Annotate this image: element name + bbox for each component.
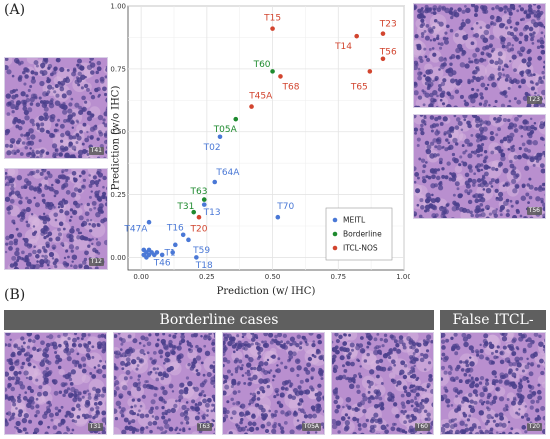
histology-image-t20: T20 <box>440 332 546 435</box>
false-itcl-nos-header: False ITCL-NOS <box>440 310 546 348</box>
data-point <box>275 214 281 220</box>
point-label: T23 <box>379 20 397 30</box>
image-tag-t63: T63 <box>196 423 212 431</box>
data-point <box>367 69 373 74</box>
data-point <box>173 242 178 248</box>
point-label: T31 <box>176 202 194 212</box>
y-axis-label: Prediction (w/o IHC) <box>111 86 122 191</box>
data-point <box>144 255 149 260</box>
image-tag-t41: T41 <box>88 147 104 155</box>
point-label: T70 <box>276 202 294 212</box>
point-label: T05A <box>213 125 238 135</box>
point-label: T20 <box>189 225 207 235</box>
legend: MEITL Borderline ITCL-NOS <box>325 207 393 261</box>
point-label: T13 <box>203 208 221 218</box>
image-tag-t12: T12 <box>88 258 104 266</box>
data-point <box>380 31 386 36</box>
histology-image-t31: T31 <box>4 332 107 435</box>
point-label: T16 <box>166 223 184 233</box>
x-axis-label: Prediction (w/ IHC) <box>217 286 316 297</box>
data-point <box>201 197 207 202</box>
data-point <box>380 56 386 62</box>
legend-entry: Borderline <box>343 230 382 239</box>
histology-image-t56: T56 <box>413 114 546 219</box>
data-point <box>194 255 199 260</box>
scatter-chart: 0.00 0.25 0.50 0.75 1.00 0.00 0.25 0.50 0.75 1.0… <box>110 3 410 298</box>
image-tag-t23: T23 <box>526 96 542 104</box>
histology-image-t12: T12 <box>4 168 108 270</box>
legend-entry: MEITL <box>343 216 366 225</box>
borderline-cases-header: Borderline cases <box>4 310 434 330</box>
histology-image-t41: T41 <box>4 57 108 159</box>
histology-image-t23: T23 <box>413 3 546 108</box>
panel-b-label: (B) <box>4 287 26 303</box>
x-tick-label: 0.50 <box>265 273 281 281</box>
image-tag-t20: T20 <box>526 423 542 431</box>
data-point <box>154 250 160 255</box>
point-label: T45A <box>248 91 273 101</box>
image-tag-t56: T56 <box>526 207 542 215</box>
y-tick-label: 1.00 <box>110 3 126 11</box>
data-point <box>159 252 165 258</box>
x-tick-label: 0.00 <box>133 273 149 281</box>
data-point <box>249 104 254 109</box>
legend-swatch <box>332 231 338 237</box>
histology-image-t60: T60 <box>331 332 434 435</box>
point-label: T68 <box>281 82 299 92</box>
data-point <box>278 74 283 79</box>
point-label: T1 <box>163 248 175 258</box>
point-label: T18 <box>195 261 213 271</box>
data-point <box>217 134 223 140</box>
legend-box <box>325 207 393 261</box>
data-point <box>186 237 191 243</box>
point-label: T47A <box>123 225 148 235</box>
image-tag-t31: T31 <box>87 423 103 431</box>
image-tag-t60: T60 <box>414 423 430 431</box>
x-tick-label: 0.75 <box>330 273 346 281</box>
data-points <box>141 26 386 260</box>
point-labels: T15 T23 T14 T56 T60 T68 T65 T45A T05A T02 T64A T63 T… <box>123 13 397 271</box>
x-tick-label: 0.25 <box>199 273 215 281</box>
point-label: T15 <box>263 13 281 23</box>
panel-a-label: (A) <box>4 2 26 18</box>
data-point <box>170 250 175 255</box>
data-point <box>270 69 275 74</box>
y-tick-label: 0.75 <box>110 65 126 73</box>
x-tick-label: 1.00 <box>396 273 410 281</box>
point-label: T59 <box>192 246 210 256</box>
y-tick-label: 0.00 <box>110 254 126 262</box>
histology-image-t05a: T05A <box>222 332 325 435</box>
data-point <box>212 179 218 185</box>
data-point <box>180 232 186 238</box>
point-label: T56 <box>379 47 397 57</box>
data-point <box>191 209 197 215</box>
y-tick-labels: 0.00 0.25 0.50 0.75 1.00 <box>110 3 126 262</box>
data-point <box>146 247 152 253</box>
data-point <box>201 202 207 207</box>
point-label: T02 <box>203 143 221 153</box>
point-label: T64A <box>215 168 240 178</box>
legend-swatch <box>332 217 338 223</box>
y-tick-label: 0.50 <box>110 128 126 136</box>
data-point <box>196 214 202 220</box>
point-label: T46 <box>153 258 171 268</box>
point-label: T14 <box>334 42 352 52</box>
image-tag-t05a: T05A <box>301 423 321 431</box>
point-label: T65 <box>350 82 368 92</box>
histology-image-t63: T63 <box>113 332 216 435</box>
point-label: T63 <box>189 187 207 197</box>
x-tick-labels: 0.00 0.25 0.50 0.75 1.00 <box>133 273 410 281</box>
legend-entry: ITCL-NOS <box>343 244 378 253</box>
data-point <box>146 219 152 225</box>
data-point <box>354 33 359 39</box>
y-tick-label: 0.25 <box>110 191 126 199</box>
data-point <box>141 247 147 253</box>
point-label: T60 <box>253 60 271 70</box>
data-point <box>270 26 275 31</box>
data-point <box>233 116 239 122</box>
legend-swatch <box>332 245 338 251</box>
